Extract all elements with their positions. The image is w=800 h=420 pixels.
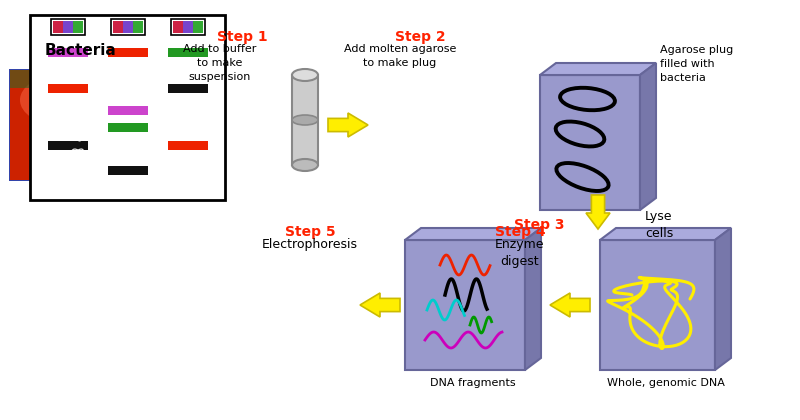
FancyArrow shape	[550, 293, 590, 317]
Bar	[108, 166, 148, 175]
Bar	[168, 84, 208, 93]
Bar	[168, 48, 208, 57]
Bar	[48, 141, 88, 150]
Bar	[9, 69, 151, 181]
FancyArrow shape	[360, 293, 400, 317]
Bar	[63, 21, 73, 33]
Bar	[10, 70, 150, 180]
Polygon shape	[525, 228, 541, 370]
Ellipse shape	[292, 159, 318, 171]
Bar	[113, 21, 123, 33]
Ellipse shape	[292, 69, 318, 81]
Bar	[171, 19, 205, 35]
Bar	[108, 123, 148, 132]
Text: Step 1: Step 1	[217, 30, 267, 44]
FancyArrow shape	[169, 113, 201, 137]
Bar	[53, 21, 63, 33]
Bar	[183, 21, 193, 33]
Polygon shape	[640, 63, 656, 210]
Polygon shape	[405, 228, 541, 240]
Text: Lyse
cells: Lyse cells	[645, 210, 674, 240]
Text: Step 5: Step 5	[285, 225, 335, 239]
Bar	[133, 21, 143, 33]
Ellipse shape	[292, 115, 318, 125]
Bar	[108, 106, 148, 115]
Bar	[48, 84, 88, 93]
FancyArrow shape	[586, 195, 610, 229]
FancyArrow shape	[328, 113, 368, 137]
Bar	[405, 240, 525, 370]
Polygon shape	[715, 228, 731, 370]
Text: Agarose plug
filled with
bacteria: Agarose plug filled with bacteria	[660, 45, 734, 83]
Text: Add molten agarose
to make plug: Add molten agarose to make plug	[344, 44, 456, 68]
Text: DNA fragments: DNA fragments	[430, 378, 516, 388]
Bar	[30, 15, 225, 200]
Bar	[51, 19, 85, 35]
Bar	[173, 21, 183, 33]
Text: Step 2: Step 2	[394, 30, 446, 44]
Text: Enzyme
digest: Enzyme digest	[495, 238, 545, 268]
Polygon shape	[540, 63, 656, 75]
Bar	[600, 240, 715, 370]
Bar	[292, 75, 318, 165]
Text: Bacteria: Bacteria	[44, 43, 116, 58]
Bar	[10, 70, 150, 88]
Bar	[123, 21, 133, 33]
Text: Step 4: Step 4	[494, 225, 546, 239]
Polygon shape	[600, 228, 731, 240]
Text: Whole, genomic DNA: Whole, genomic DNA	[606, 378, 725, 388]
Bar	[108, 48, 148, 57]
Bar	[111, 19, 145, 35]
Text: Step 3: Step 3	[514, 218, 565, 232]
Text: Add to buffer
to make
suspension: Add to buffer to make suspension	[183, 44, 257, 82]
Text: Electrophoresis: Electrophoresis	[262, 238, 358, 251]
Bar	[48, 48, 88, 57]
Ellipse shape	[20, 75, 100, 125]
Bar	[73, 21, 83, 33]
Bar	[193, 21, 203, 33]
Bar	[168, 141, 208, 150]
Bar	[540, 75, 640, 210]
